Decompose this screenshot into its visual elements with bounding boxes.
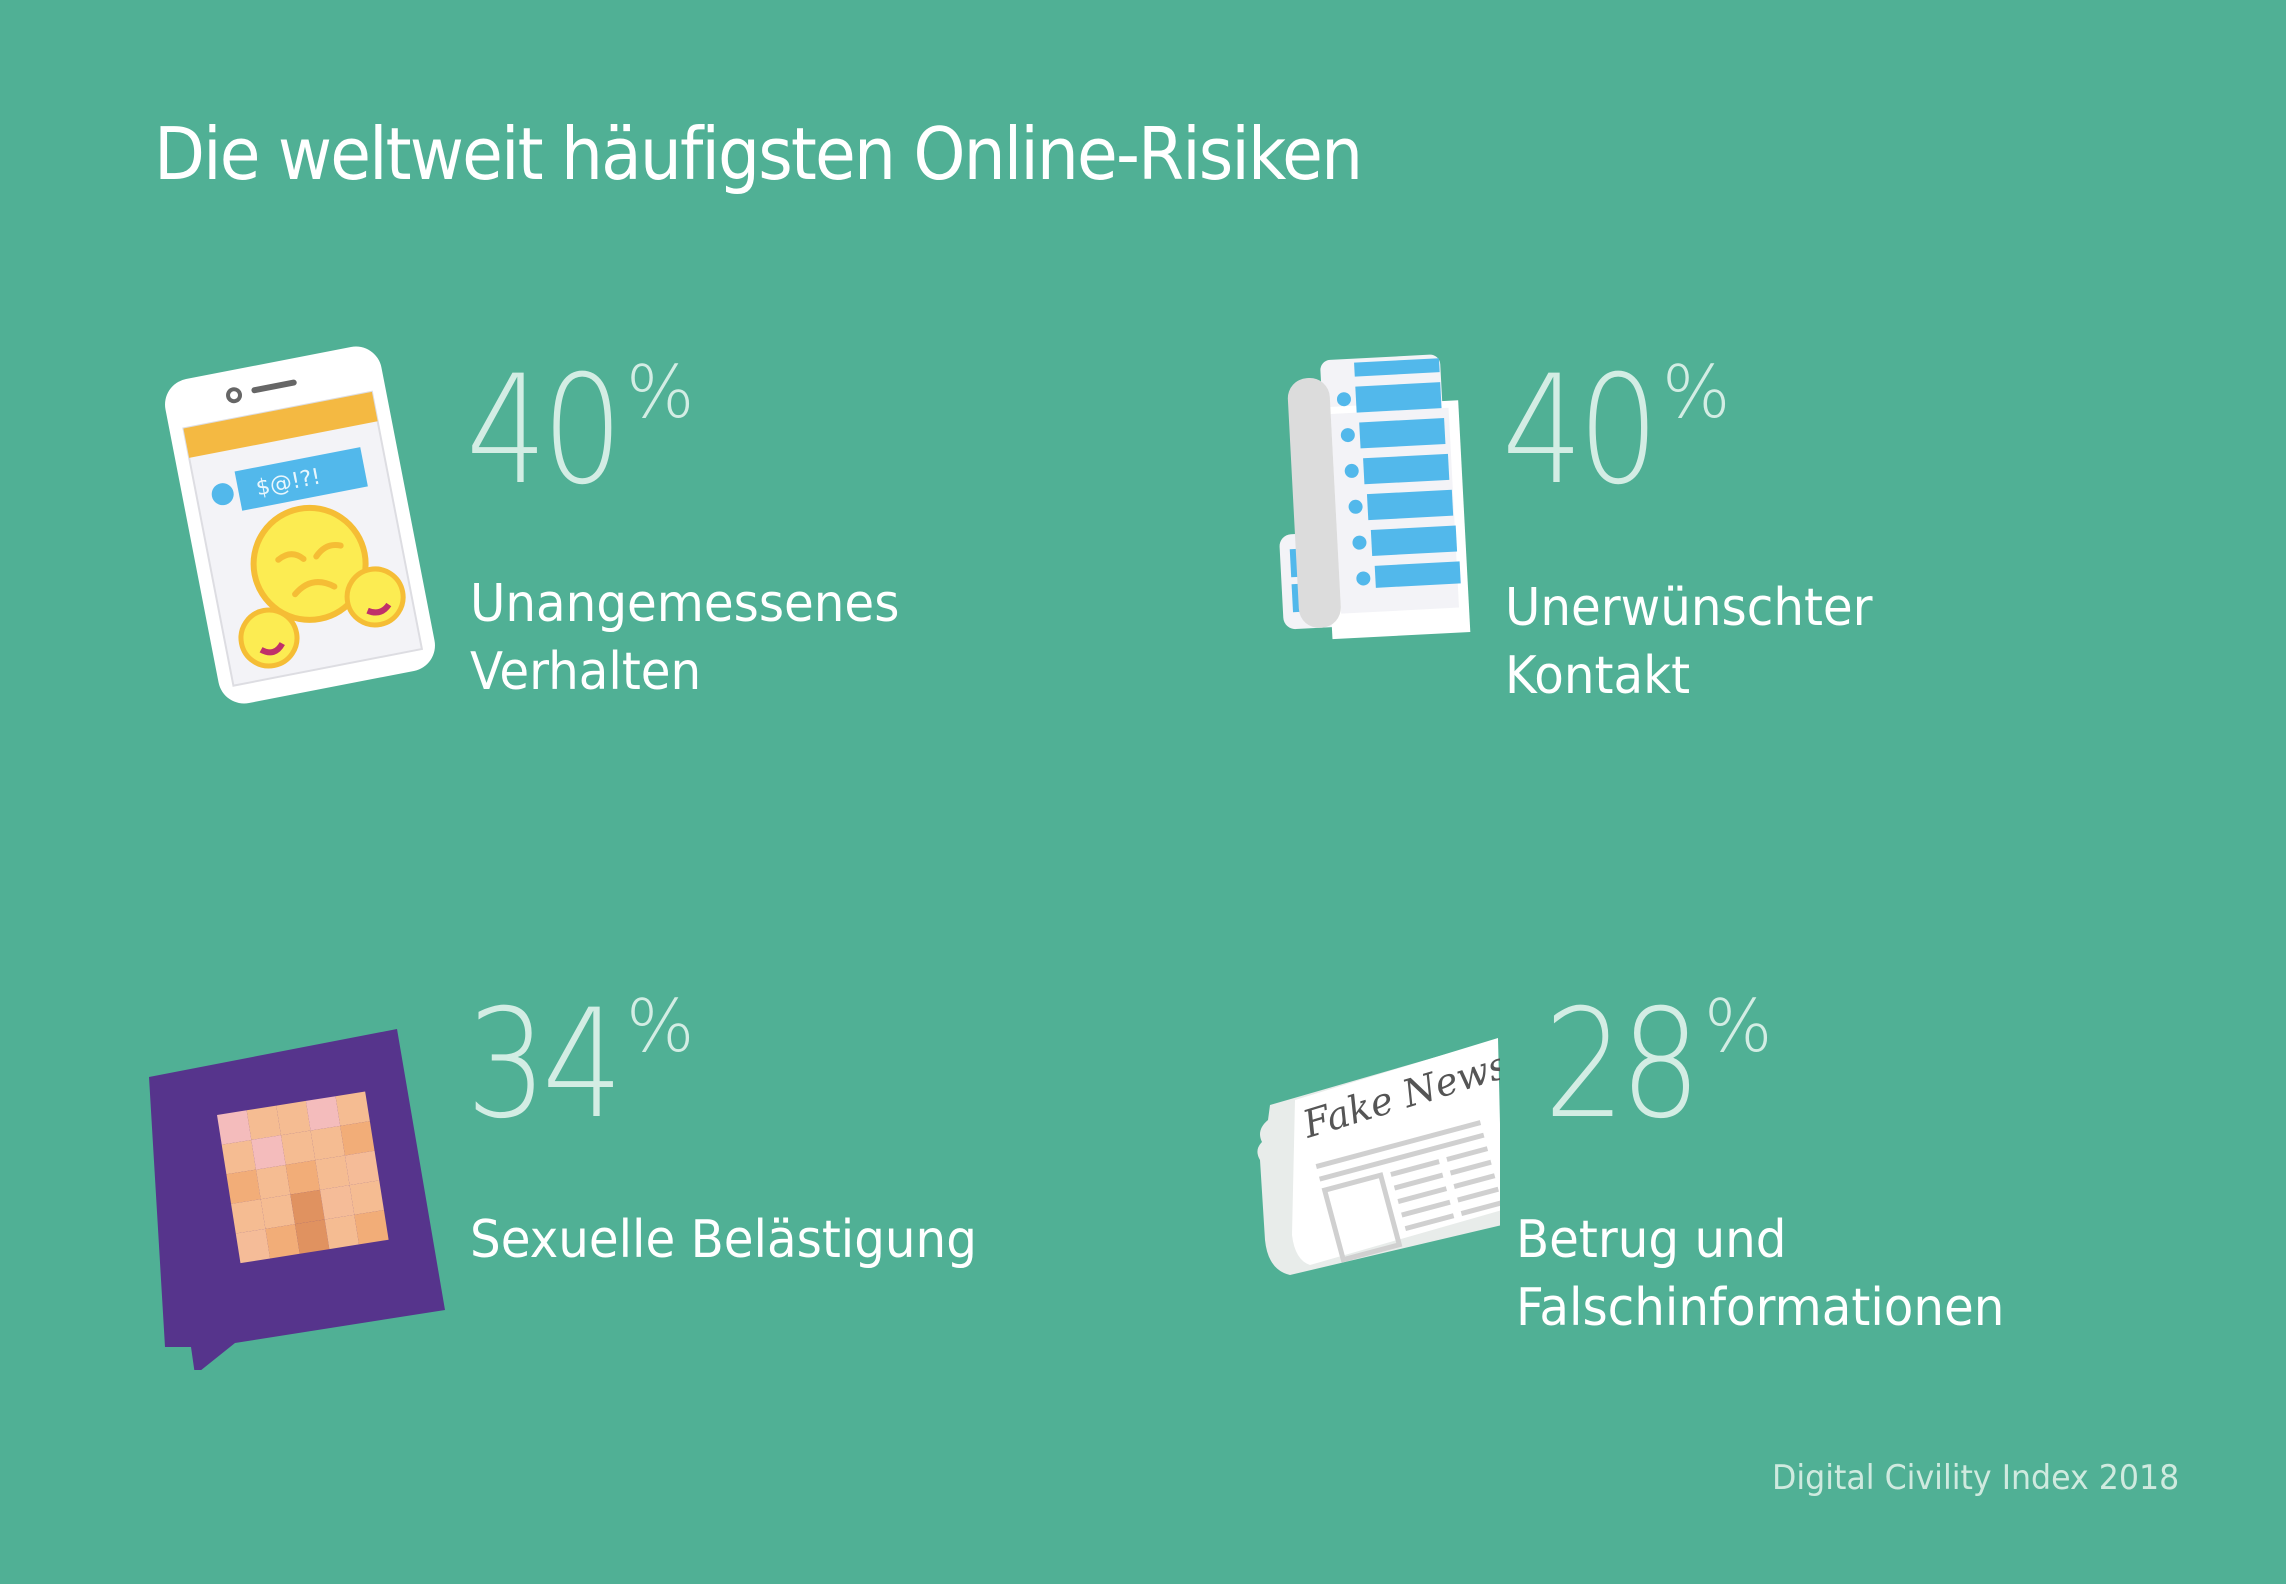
stat-percent-unwanted-contact: 40% <box>1502 344 1730 518</box>
label-line: Sexuelle Belästigung <box>470 1210 977 1270</box>
stat-value: 40 <box>1502 344 1659 518</box>
stat-percent-inappropriate-behavior: 40% <box>466 344 694 518</box>
label-line: Kontakt <box>1505 646 1691 706</box>
stat-value: 28 <box>1544 978 1701 1152</box>
stat-label-unwanted-contact: Unerwünschter Kontakt <box>1505 574 1873 710</box>
stat-percent-fraud-misinformation: 28% <box>1544 978 1772 1152</box>
label-line: Unerwünschter <box>1505 578 1873 638</box>
stat-label-inappropriate-behavior: Unangemessenes Verhalten <box>470 570 899 706</box>
pixelated-speech-bubble-icon <box>145 1025 450 1375</box>
label-line: Unangemessenes <box>470 574 900 634</box>
stat-label-fraud-misinformation: Betrug und Falschinformationen <box>1516 1206 2004 1342</box>
page-title: Die weltweit häufigsten Online-Risiken <box>154 112 1363 196</box>
percent-sign: % <box>1704 984 1773 1068</box>
percent-sign: % <box>626 984 695 1068</box>
source-footer: Digital Civility Index 2018 <box>1772 1458 2180 1498</box>
stat-value: 34 <box>466 978 623 1152</box>
label-line: Verhalten <box>470 642 702 702</box>
stat-value: 40 <box>466 344 623 518</box>
label-line: Falschinformationen <box>1516 1278 2005 1338</box>
label-line: Betrug und <box>1516 1210 1787 1270</box>
percent-sign: % <box>626 350 695 434</box>
angry-phone-icon: $@!?! <box>160 340 440 710</box>
message-scroll-icon <box>1265 350 1475 640</box>
fake-news-newspaper-icon: Fake News <box>1240 1020 1513 1280</box>
stat-percent-sexual-harassment: 34% <box>466 978 694 1152</box>
stat-label-sexual-harassment: Sexuelle Belästigung <box>470 1206 977 1274</box>
percent-sign: % <box>1662 350 1731 434</box>
